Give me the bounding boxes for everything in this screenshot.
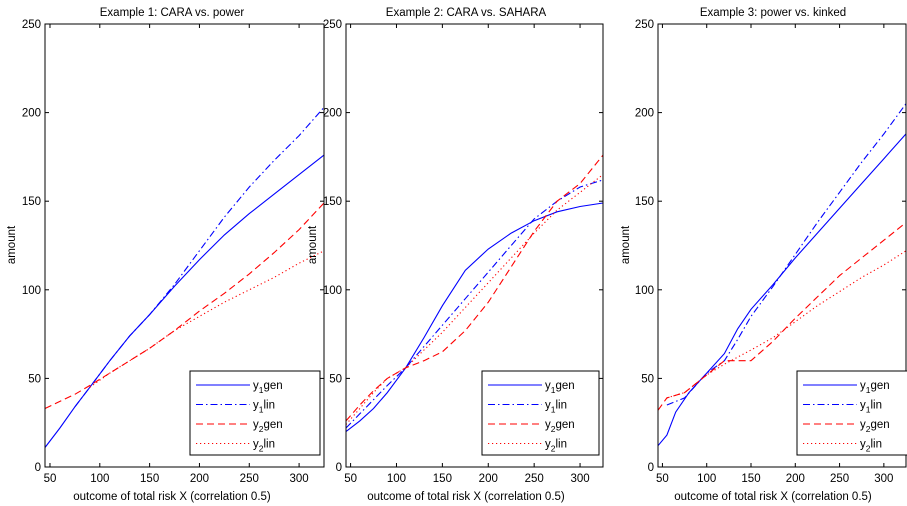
axes-box [657, 23, 907, 468]
x-tick-label: 50 [44, 473, 57, 485]
series-y1lin-line [345, 179, 604, 429]
series-layer [657, 103, 907, 447]
y-tick-label: 250 [635, 19, 654, 31]
y-tick-label: 250 [323, 19, 342, 31]
legend: y1gen y1lin y2gen y2lin [796, 370, 907, 456]
y-tick-label: 100 [323, 285, 342, 297]
x-tick-label: 300 [289, 473, 308, 485]
x-tick-label: 100 [697, 473, 716, 485]
series-y2lin-line [345, 174, 604, 425]
x-tick-label: 200 [190, 473, 209, 485]
x-tick-label: 250 [525, 473, 544, 485]
y-tick-label: 50 [329, 373, 342, 385]
y-tick-label: 200 [323, 108, 342, 120]
y-axis-label: amount [620, 225, 632, 264]
y-tick-label: 150 [635, 196, 654, 208]
x-axis-label: outcome of total risk X (correlation 0.5… [367, 491, 565, 503]
legend-label-y2gen: y2gen [253, 419, 283, 434]
series-y1lin-line [74, 106, 325, 408]
series-y2lin-line [89, 250, 325, 388]
x-tick-label: 150 [140, 473, 159, 485]
x-tick-label: 150 [433, 473, 452, 485]
series-y1lin-line [666, 103, 907, 406]
series-y2gen-line [657, 222, 907, 411]
legend-label-y2lin: y2lin [545, 439, 567, 454]
panel-1: Example 1: CARA vs. power amount outcome… [6, 7, 325, 503]
y-tick-label: 200 [635, 108, 654, 120]
y-tick-label: 200 [22, 108, 41, 120]
y-tick-label: 250 [22, 19, 41, 31]
x-tick-label: 150 [741, 473, 760, 485]
legend: y1gen y1lin y2gen y2lin [481, 370, 600, 456]
series-y2gen-line [345, 154, 604, 422]
chart-title: Example 1: CARA vs. power [100, 7, 245, 19]
legend-box [796, 370, 907, 456]
legend-label-y1lin: y1lin [253, 400, 275, 415]
series-layer [345, 154, 604, 433]
y-tick-label: 150 [323, 196, 342, 208]
axes-box [44, 23, 325, 468]
x-tick-label: 200 [786, 473, 805, 485]
chart-title: Example 2: CARA vs. SAHARA [386, 7, 547, 19]
series-y1gen-line [657, 133, 907, 447]
legend-label-y2lin: y2lin [253, 439, 275, 454]
x-tick-label: 100 [387, 473, 406, 485]
y-tick-label: 0 [35, 462, 41, 474]
legend-label-y1gen: y1gen [253, 380, 283, 395]
series-layer [44, 106, 325, 448]
x-tick-label: 300 [570, 473, 589, 485]
y-tick-label: 100 [635, 285, 654, 297]
y-tick-label: 50 [641, 373, 654, 385]
y-tick-label: 150 [22, 196, 41, 208]
legend: y1gen y1lin y2gen y2lin [189, 370, 321, 456]
legend-label-y2lin: y2lin [860, 439, 882, 454]
legend-box [481, 370, 600, 456]
panel-2: Example 2: CARA vs. SAHARA amount outcom… [307, 7, 604, 503]
axes-box [345, 23, 604, 468]
series-y2gen-line [44, 202, 325, 409]
legend-label-y2gen: y2gen [860, 419, 890, 434]
x-tick-label: 250 [240, 473, 259, 485]
x-tick-label: 100 [90, 473, 109, 485]
x-tick-label: 50 [344, 473, 357, 485]
legend-label-y1gen: y1gen [545, 380, 575, 395]
legend-label-y1lin: y1lin [545, 400, 567, 415]
legend-label-y1gen: y1gen [860, 380, 890, 395]
x-tick-label: 250 [830, 473, 849, 485]
y-tick-label: 0 [336, 462, 342, 474]
x-tick-label: 300 [874, 473, 893, 485]
chart-title: Example 3: power vs. kinked [700, 7, 846, 19]
legend-label-y2gen: y2gen [545, 419, 575, 434]
y-tick-label: 0 [648, 462, 654, 474]
panel-3: Example 3: power vs. kinked amount outco… [620, 7, 907, 503]
x-tick-label: 50 [656, 473, 669, 485]
y-axis-label: amount [6, 225, 18, 264]
y-axis-label: amount [307, 225, 319, 264]
x-tick-label: 200 [479, 473, 498, 485]
legend-label-y1lin: y1lin [860, 400, 882, 415]
x-axis-label: outcome of total risk X (correlation 0.5… [674, 491, 872, 503]
x-axis-label: outcome of total risk X (correlation 0.5… [73, 491, 271, 503]
y-tick-label: 50 [28, 373, 41, 385]
y-tick-label: 100 [22, 285, 41, 297]
